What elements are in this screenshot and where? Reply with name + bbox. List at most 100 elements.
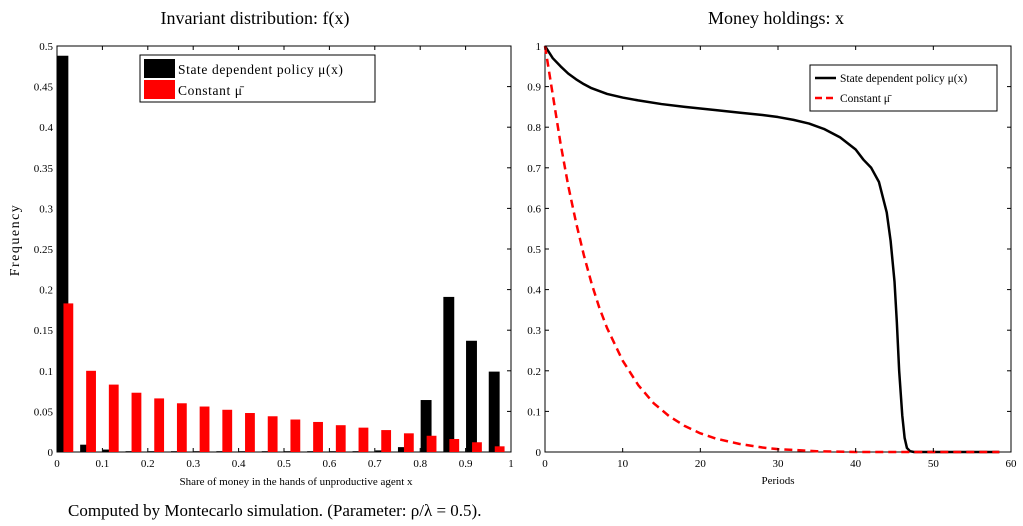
histogram-y-tick-label: 0.05 xyxy=(34,406,54,418)
money-holdings-y-tick-label: 0.5 xyxy=(527,244,541,256)
histogram-bar-state-dependent-19 xyxy=(488,371,500,452)
histogram-y-tick-label: 0.4 xyxy=(39,122,53,134)
histogram-bar-state-dependent-8 xyxy=(239,451,250,452)
histogram-bar-constant-3 xyxy=(131,392,142,452)
histogram-legend-label-state-dependent: State dependent policy μ(x) xyxy=(178,62,344,77)
histogram-bar-state-dependent-17 xyxy=(443,296,455,452)
histogram-x-tick-label: 0.9 xyxy=(459,458,473,470)
histogram-title: Invariant distribution: f(x) xyxy=(161,8,350,29)
money-holdings-y-tick-label: 0.4 xyxy=(527,285,541,297)
money-holdings-y-tick-label: 0.9 xyxy=(527,82,541,94)
money-holdings-y-ticks: 0 0.1 0.2 0.3 0.4 0.5 0.6 0.7 0.8 0.9 1 xyxy=(527,41,1011,459)
histogram-x-tick-label: 0.3 xyxy=(186,458,200,470)
histogram-bar-state-dependent-13 xyxy=(352,451,364,452)
money-holdings-x-tick-label: 30 xyxy=(773,458,785,470)
money-holdings-x-axis-label: Periods xyxy=(762,475,795,487)
histogram-bar-constant-16 xyxy=(426,435,437,452)
histogram-x-tick-label: 0.7 xyxy=(368,458,382,470)
histogram-bar-constant-8 xyxy=(245,413,255,452)
histogram-bar-state-dependent-2 xyxy=(102,449,114,452)
histogram-bar-state-dependent-4 xyxy=(148,451,160,452)
histogram-bar-state-dependent-7 xyxy=(216,451,228,452)
histogram-bar-constant-19 xyxy=(494,446,505,452)
money-holdings-y-tick-label: 1 xyxy=(536,41,542,53)
histogram-bar-state-dependent-11 xyxy=(307,451,319,452)
money-holdings-line-state-dependent xyxy=(543,45,1000,454)
histogram-bar-constant-17 xyxy=(449,439,460,452)
histogram-legend-swatch-state-dependent xyxy=(144,59,175,78)
histogram-plot-area xyxy=(56,45,512,453)
money-holdings-legend: State dependent policy μ(x) Constant μ̄ xyxy=(809,64,998,112)
histogram-bar-constant-6 xyxy=(199,406,210,452)
histogram-bar-constant-15 xyxy=(403,433,414,452)
histogram-y-tick-label: 0 xyxy=(48,447,54,459)
money-holdings-y-tick-label: 0.1 xyxy=(527,406,541,418)
histogram-legend: State dependent policy μ(x) Constant μ̄ xyxy=(139,54,376,103)
histogram-y-axis-label: Frequency xyxy=(8,204,23,277)
money-holdings-y-tick-label: 0.7 xyxy=(527,163,541,175)
histogram-bar-constant-12 xyxy=(335,425,346,452)
histogram-x-ticks: 0 0.1 0.2 0.3 0.4 0.5 0.6 0.7 0.8 0.9 1 xyxy=(54,46,514,470)
money-holdings-legend-label-state-dependent: State dependent policy μ(x) xyxy=(840,73,967,85)
money-holdings-y-tick-label: 0.6 xyxy=(527,203,541,215)
histogram-bar-state-dependent-18 xyxy=(466,340,477,452)
histogram-bar-constant-5 xyxy=(176,403,187,452)
histogram-y-tick-label: 0.2 xyxy=(39,285,53,297)
money-holdings-x-tick-label: 20 xyxy=(695,458,707,470)
histogram-bar-constant-7 xyxy=(222,409,233,452)
histogram-bar-state-dependent-3 xyxy=(125,451,137,452)
histogram-bar-state-dependent-12 xyxy=(329,451,341,452)
histogram-legend-label-constant: Constant μ̄ xyxy=(178,83,245,98)
histogram-y-tick-label: 0.3 xyxy=(39,203,53,215)
histogram-y-tick-label: 0.25 xyxy=(34,244,54,256)
histogram-x-tick-label: 0.5 xyxy=(277,458,291,470)
money-holdings-y-tick-label: 0.8 xyxy=(527,122,541,134)
histogram-y-tick-label: 0.15 xyxy=(34,325,54,337)
histogram-x-tick-label: 0.8 xyxy=(413,458,427,470)
money-holdings-x-tick-label: 50 xyxy=(928,458,940,470)
histogram-bar-state-dependent-9 xyxy=(261,451,273,452)
figure-caption: Computed by Montecarlo simulation. (Para… xyxy=(68,501,481,520)
histogram-x-tick-label: 1 xyxy=(508,458,514,470)
histogram-bar-state-dependent-15 xyxy=(397,447,409,452)
money-holdings-legend-label-constant: Constant μ̄ xyxy=(840,93,892,105)
histogram-bar-constant-13 xyxy=(358,427,369,452)
histogram-bar-constant-9 xyxy=(267,416,278,452)
histogram-bar-constant-4 xyxy=(154,398,165,452)
histogram-x-tick-label: 0.4 xyxy=(232,458,246,470)
histogram-bar-constant-10 xyxy=(290,419,301,452)
money-holdings-y-tick-label: 0.2 xyxy=(527,366,541,378)
histogram-bar-constant-0 xyxy=(63,303,74,452)
histogram-bar-state-dependent-0 xyxy=(57,55,69,453)
histogram-y-tick-label: 0.1 xyxy=(39,366,53,378)
histogram-x-tick-label: 0.2 xyxy=(141,458,155,470)
histogram-y-tick-label: 0.45 xyxy=(34,82,54,94)
money-holdings-legend-box xyxy=(809,64,998,112)
money-holdings-title: Money holdings: x xyxy=(708,8,844,28)
histogram-bar-state-dependent-10 xyxy=(284,451,296,452)
money-holdings-x-tick-label: 60 xyxy=(1006,458,1018,470)
money-holdings-x-tick-label: 10 xyxy=(617,458,629,470)
money-holdings-x-tick-label: 0 xyxy=(542,458,548,470)
histogram-bar-constant-1 xyxy=(86,370,96,452)
histogram-bar-constant-11 xyxy=(313,421,323,452)
histogram-y-tick-label: 0.5 xyxy=(39,41,53,53)
money-holdings-y-tick-label: 0.3 xyxy=(527,325,541,337)
histogram-x-tick-label: 0.6 xyxy=(323,458,337,470)
money-holdings-y-tick-label: 0 xyxy=(536,447,542,459)
histogram-bar-state-dependent-6 xyxy=(193,451,205,452)
histogram-bar-constant-18 xyxy=(472,442,482,452)
money-holdings-plot-area xyxy=(544,45,1012,453)
histogram-legend-box xyxy=(139,54,376,103)
histogram-bar-state-dependent-1 xyxy=(80,444,92,452)
histogram-bar-state-dependent-14 xyxy=(375,450,387,452)
money-holdings-x-ticks: 0 10 20 30 40 50 60 xyxy=(542,46,1017,470)
histogram-legend-swatch-constant xyxy=(144,80,175,99)
histogram-x-tick-label: 0 xyxy=(54,458,60,470)
histogram-bars xyxy=(57,55,505,453)
histogram-bar-state-dependent-5 xyxy=(170,451,182,452)
histogram-y-ticks: 0 0.05 0.1 0.15 0.2 0.25 0.3 0.35 0.4 0.45 0.5 xyxy=(34,41,511,459)
histogram-x-tick-label: 0.1 xyxy=(96,458,110,470)
histogram-chart: Invariant distribution: f(x) 0 0.1 0.2 0.3 0… xyxy=(8,8,514,488)
